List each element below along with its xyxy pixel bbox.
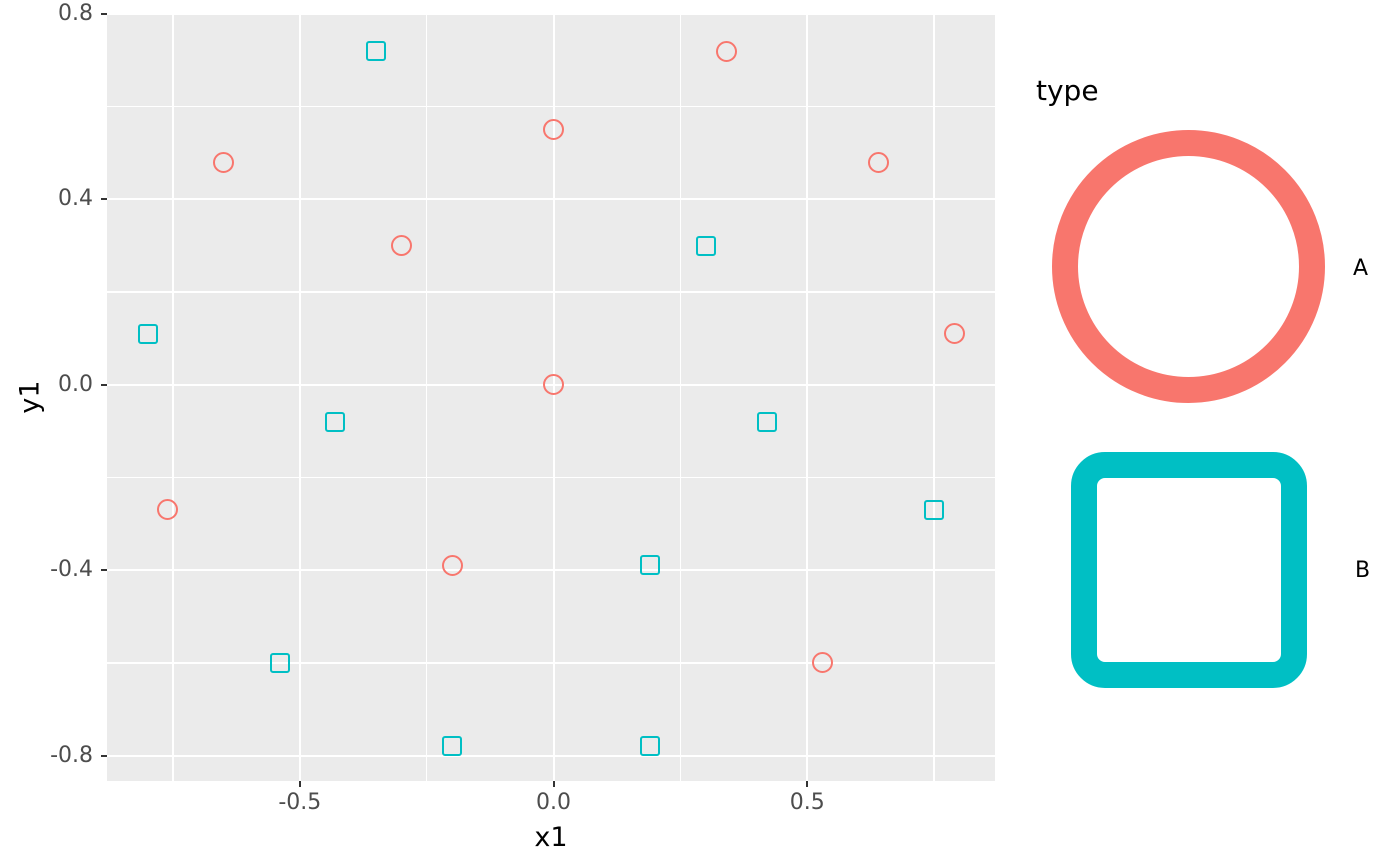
y-tick-label: -0.4 (50, 557, 93, 583)
data-point-A (543, 119, 565, 141)
x-tick-mark (806, 781, 809, 787)
data-point-A (715, 40, 737, 62)
data-point-A (390, 235, 412, 257)
data-point-B (756, 411, 777, 432)
y-tick-mark (101, 198, 107, 201)
x-axis-title: x1 (534, 822, 568, 853)
x-tick-label: 0.5 (789, 790, 825, 815)
data-point-B (137, 323, 158, 344)
data-point-A (157, 499, 179, 521)
y-tick-label: 0.4 (58, 186, 93, 212)
x-tick-label: -0.5 (278, 790, 322, 815)
data-point-A (867, 151, 889, 173)
data-point-A (811, 652, 833, 674)
legend-label-a: A (1353, 256, 1369, 281)
legend-label-b: B (1355, 558, 1371, 583)
gridline-minor-vertical (679, 14, 682, 781)
gridline-minor-horizontal (107, 105, 995, 108)
data-point-B (365, 41, 386, 62)
y-tick-label: 0.8 (58, 1, 93, 26)
data-point-B (639, 555, 660, 576)
data-point-B (325, 411, 346, 432)
legend-circle-icon (1052, 130, 1325, 403)
data-point-B (639, 736, 660, 757)
data-point-A (213, 151, 235, 173)
gridline-major-horizontal (107, 198, 995, 201)
gridline-minor-vertical (933, 14, 935, 781)
gridline-minor-horizontal (107, 291, 995, 293)
data-point-A (943, 323, 965, 345)
gridline-minor-vertical (425, 14, 428, 781)
y-axis-title: y1 (14, 380, 46, 414)
gridline-minor-horizontal (107, 476, 995, 479)
gridline-major-vertical (806, 14, 809, 781)
gridline-major-vertical (552, 14, 555, 781)
data-point-B (269, 652, 290, 673)
y-tick-mark (101, 569, 107, 572)
y-tick-label: -0.8 (50, 742, 93, 768)
gridline-major-horizontal (107, 569, 995, 572)
legend-title: type (1036, 74, 1099, 107)
gridline-major-horizontal (107, 14, 995, 15)
plot-panel (107, 14, 995, 781)
gridline-minor-vertical (172, 14, 174, 781)
data-point-A (543, 374, 565, 396)
legend-square-icon (1071, 452, 1307, 688)
y-tick-label: 0.0 (58, 371, 93, 397)
data-point-B (695, 235, 716, 256)
data-point-B (924, 499, 945, 520)
y-tick-mark (101, 383, 107, 386)
x-tick-mark (298, 781, 301, 787)
gridline-major-horizontal (107, 754, 995, 757)
x-tick-label: 0.0 (536, 790, 572, 815)
x-tick-mark (552, 781, 555, 787)
y-tick-mark (101, 13, 107, 15)
y-tick-mark (101, 754, 107, 757)
data-point-B (442, 736, 463, 757)
data-point-A (441, 554, 463, 576)
gridline-minor-horizontal (107, 662, 995, 664)
gridline-major-vertical (298, 14, 301, 781)
